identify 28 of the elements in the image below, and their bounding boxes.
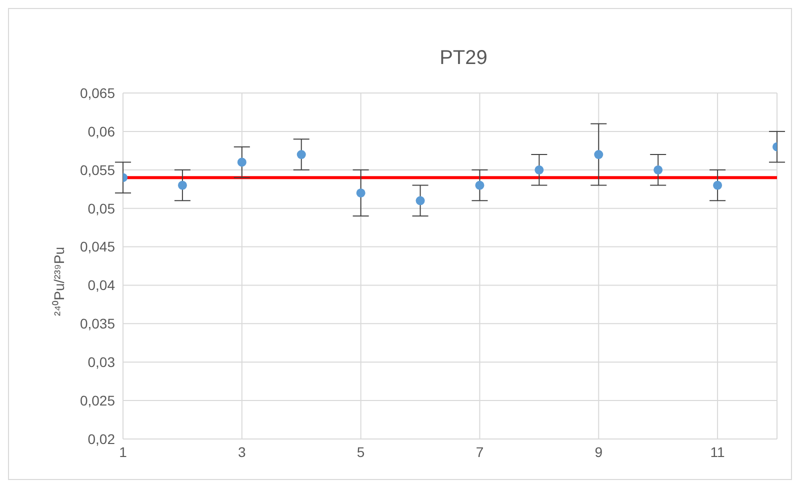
point [594,150,604,160]
y-tick-label: 0,04 [88,277,116,294]
chart-title: PT29 [438,47,488,70]
point [654,165,663,174]
y-tick-label: 0,02 [88,430,116,447]
y-tick-label: 0,05 [88,200,116,216]
x-tick-label: 7 [476,444,484,460]
point [534,165,544,174]
x-tick-label: 3 [238,444,246,460]
y-tick-label: 0,03 [88,354,116,370]
y-axis-title: ²⁴⁰Pu/²³⁹Pu [50,246,67,316]
y-tick-label: 0,055 [80,162,116,178]
point [713,180,722,190]
y-tick-label: 0,06 [88,123,116,140]
point [237,158,246,167]
y-tick-label: 0,045 [80,238,116,255]
x-tick-label: 1 [119,444,128,460]
x-tick-label: 5 [356,444,365,460]
x-tick-label: 11 [710,444,726,460]
y-tick-label: 0,025 [80,392,116,409]
y-tick-label: 0,065 [80,84,116,101]
point [475,180,484,190]
x-tick-label: 9 [594,444,603,460]
point [416,196,425,206]
point [178,180,187,190]
y-tick-label: 0,035 [80,316,116,332]
point [356,188,366,198]
point [296,150,306,160]
